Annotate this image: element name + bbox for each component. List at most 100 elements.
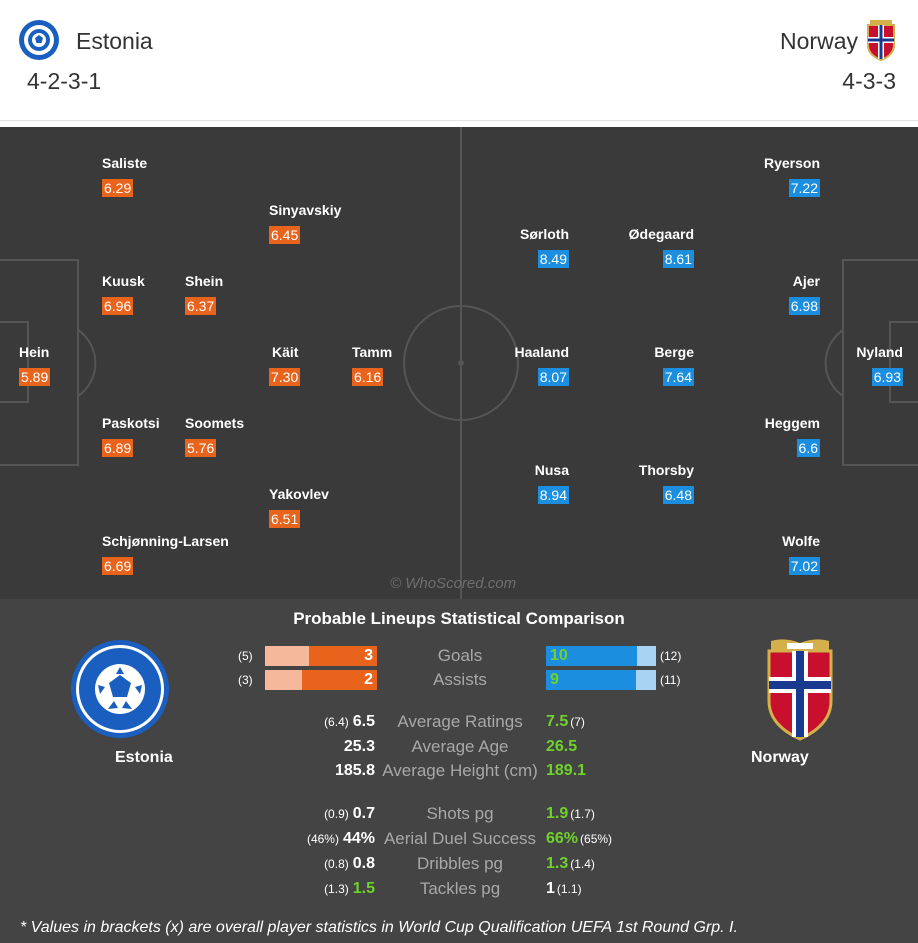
player-rating: 6.37	[185, 297, 217, 315]
norway-crest-icon	[867, 20, 895, 61]
player-name[interactable]: Thorsby	[638, 462, 694, 478]
away-stat-bar-fill: 10	[546, 646, 637, 666]
player-name[interactable]: Hein	[19, 344, 50, 360]
home-bracket-value: (6.4)	[324, 715, 349, 729]
stat-label: Aerial Duel Success	[383, 829, 537, 848]
player-rating: 6.98	[788, 297, 820, 315]
stat-row-assists: (3) 2 Assists 9 (11)	[0, 669, 918, 691]
player-rating: 8.94	[537, 486, 569, 504]
home-stat-value: 0.7	[352, 805, 375, 822]
player-rating: 6.45	[269, 226, 301, 244]
stat-label: Tackles pg	[419, 879, 501, 898]
player-rating: 7.30	[269, 368, 301, 386]
stat-label: Goals	[437, 646, 483, 665]
home-bracket-value: (0.8)	[324, 857, 349, 871]
stat-row-average-age: 25.3 Average Age 26.5	[0, 736, 918, 758]
home-stat-bar-fill: 2	[302, 670, 377, 690]
player-rating: 7.64	[662, 368, 694, 386]
player-name[interactable]: Paskotsi	[102, 415, 160, 431]
player-rating: 8.07	[537, 368, 569, 386]
home-stat-value: 25.3	[343, 738, 375, 755]
estonia-crest-large-icon	[71, 640, 169, 738]
away-formation: 4-3-3	[842, 68, 896, 94]
player-rating: 6.51	[269, 510, 301, 528]
footnote: * Values in brackets (x) are overall pla…	[20, 919, 738, 936]
player-name[interactable]: Haaland	[514, 344, 569, 360]
player-name[interactable]: Ajer	[792, 273, 820, 289]
away-team-name[interactable]: Norway	[780, 28, 858, 54]
away-bracket-value: (11)	[660, 673, 681, 687]
stat-label: Shots pg	[426, 804, 494, 823]
player-name[interactable]: Nyland	[856, 344, 903, 360]
home-bracket-value: (3)	[238, 673, 253, 687]
player-name[interactable]: Yakovlev	[269, 486, 329, 502]
player-rating: 8.61	[662, 250, 694, 268]
stat-label: Assists	[433, 670, 487, 689]
stat-row-goals: (5) 3 Goals 10 (12)	[0, 645, 918, 667]
home-bracket-value: (5)	[238, 649, 253, 663]
player-name[interactable]: Soomets	[185, 415, 245, 431]
player-rating: 5.89	[19, 368, 51, 386]
home-bracket-value: (1.3)	[324, 882, 349, 896]
away-stat-bar: 9	[546, 670, 656, 690]
stat-label: Average Age	[411, 737, 509, 756]
lineup-pitch: Saliste 6.29 Sinyavskiy 6.45 Kuusk 6.96 …	[0, 127, 918, 599]
player-name[interactable]: Kuusk	[102, 273, 145, 289]
home-stat-bar: 3	[265, 646, 377, 666]
home-bracket-value: (0.9)	[324, 807, 349, 821]
estonia-crest-icon	[19, 20, 59, 60]
player-rating: 7.22	[788, 179, 820, 197]
player-name[interactable]: Käit	[272, 344, 299, 360]
player-name[interactable]: Sørloth	[520, 226, 569, 242]
stat-row-tackles: (1.3) 1.5 Tackles pg 1 (1.1)	[0, 878, 918, 900]
player-name[interactable]: Shein	[185, 273, 224, 289]
player-name[interactable]: Heggem	[764, 415, 820, 431]
player-name[interactable]: Wolfe	[782, 533, 820, 549]
player-rating: 6.93	[871, 368, 903, 386]
stat-row-aerial-duel: (46%) 44% Aerial Duel Success 66% (65%)	[0, 828, 918, 850]
home-stat-value: 185.8	[334, 762, 375, 779]
away-bracket-value: (1.4)	[570, 857, 595, 871]
away-stat-bar: 10	[546, 646, 656, 666]
away-team-label[interactable]: Norway	[751, 749, 809, 766]
watermark: © WhoScored.com	[390, 575, 517, 592]
player-name[interactable]: Ryerson	[763, 155, 820, 171]
home-stat-value: 2	[364, 671, 373, 688]
player-name[interactable]: Sinyavskiy	[269, 202, 342, 218]
player-rating: 6.29	[102, 179, 134, 197]
stat-row-dribbles: (0.8) 0.8 Dribbles pg 1.3 (1.4)	[0, 853, 918, 875]
home-bracket-value: (46%)	[306, 832, 339, 846]
player-rating: 6.6	[796, 439, 820, 457]
home-team-name[interactable]: Estonia	[76, 28, 153, 54]
away-stat-bar-fill: 9	[546, 670, 636, 690]
away-stat-value: 7.5	[546, 713, 569, 730]
away-stat-value: 10	[550, 647, 568, 664]
home-stat-value: 1.5	[352, 880, 375, 897]
home-stat-value: 3	[364, 647, 373, 664]
pitch-markings	[0, 127, 918, 599]
player-rating: 5.76	[185, 439, 217, 457]
stat-row-shots: (0.9) 0.7 Shots pg 1.9 (1.7)	[0, 803, 918, 825]
home-stat-bar: 2	[265, 670, 377, 690]
player-name[interactable]: Tamm	[352, 344, 393, 360]
player-rating: 6.48	[662, 486, 694, 504]
stat-row-average-height: 185.8 Average Height (cm) 189.1	[0, 760, 918, 782]
player-name[interactable]: Schjønning-Larsen	[102, 533, 229, 549]
player-name[interactable]: Nusa	[534, 462, 569, 478]
home-stat-value: 0.8	[352, 855, 375, 872]
comparison-title: Probable Lineups Statistical Comparison	[293, 609, 625, 628]
home-team-label[interactable]: Estonia	[115, 749, 173, 766]
away-stat-value: 1.3	[546, 855, 569, 872]
player-name[interactable]: Berge	[654, 344, 694, 360]
match-header: Estonia 4-2-3-1 Norway 4-3-3	[0, 0, 918, 121]
player-rating: 8.49	[537, 250, 569, 268]
player-rating: 6.89	[102, 439, 134, 457]
away-stat-value: 1.9	[546, 805, 569, 822]
away-bracket-value: (65%)	[580, 832, 613, 846]
player-name[interactable]: Ødegaard	[628, 226, 694, 242]
home-stat-value: 6.5	[352, 713, 375, 730]
norway-crest-large-icon	[767, 639, 833, 741]
stat-label: Average Height (cm)	[382, 761, 538, 780]
player-name[interactable]: Saliste	[102, 155, 148, 171]
away-stat-value: 9	[550, 671, 559, 688]
